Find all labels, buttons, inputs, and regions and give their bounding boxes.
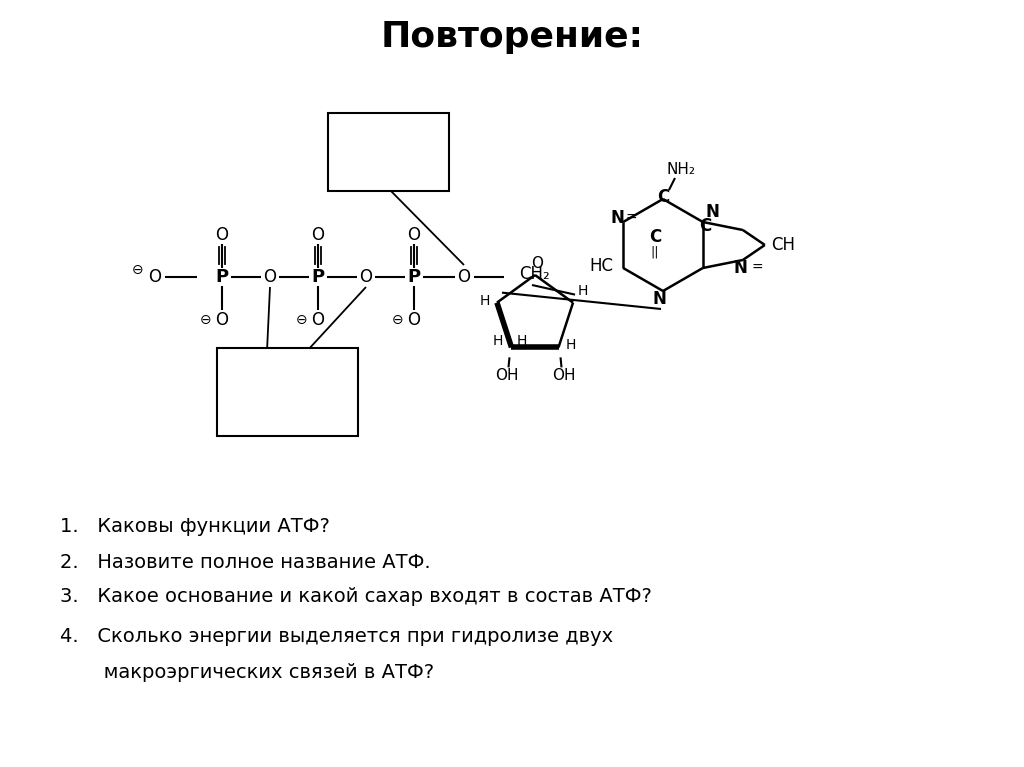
Text: 3.   Какое основание и какой сахар входят в состав АТФ?: 3. Какое основание и какой сахар входят … (60, 588, 652, 607)
Text: O: O (458, 268, 470, 286)
Text: ||: || (650, 245, 659, 258)
Text: O: O (359, 268, 373, 286)
Text: C: C (698, 217, 711, 235)
Text: NH₂: NH₂ (667, 162, 695, 176)
Text: N: N (734, 259, 748, 277)
Text: H: H (480, 294, 490, 308)
Text: H: H (516, 334, 526, 348)
Text: O: O (311, 226, 325, 244)
Text: O: O (531, 256, 543, 272)
Text: O: O (408, 226, 421, 244)
Text: O: O (215, 226, 228, 244)
Text: H: H (493, 334, 503, 348)
Text: ⊖: ⊖ (392, 313, 403, 327)
FancyBboxPatch shape (216, 348, 357, 436)
Text: =: = (751, 261, 763, 275)
Text: ⊖: ⊖ (200, 313, 212, 327)
Text: 1.   Каковы функции АТФ?: 1. Каковы функции АТФ? (60, 518, 330, 536)
Text: P: P (215, 268, 228, 286)
Text: C: C (656, 188, 669, 206)
Text: фосфо-
эфирная
связь: фосфо- эфирная связь (356, 129, 420, 175)
Text: O: O (263, 268, 276, 286)
Text: N: N (610, 209, 624, 227)
Text: N: N (652, 290, 666, 308)
Text: N: N (706, 203, 720, 221)
Text: ⊖: ⊖ (296, 313, 308, 327)
Text: 2.   Назовите полное название АТФ.: 2. Назовите полное название АТФ. (60, 552, 431, 571)
Text: =: = (626, 211, 637, 225)
Text: ⊖: ⊖ (132, 263, 143, 277)
FancyBboxPatch shape (328, 113, 449, 191)
Text: C: C (649, 228, 662, 246)
Text: Повторение:: Повторение: (381, 20, 643, 54)
Text: HC: HC (589, 257, 613, 275)
Text: H: H (565, 338, 575, 352)
Text: O: O (408, 311, 421, 329)
Text: макроэргических связей в АТФ?: макроэргических связей в АТФ? (60, 663, 434, 682)
Text: P: P (311, 268, 325, 286)
Text: CH₂: CH₂ (519, 265, 550, 283)
Text: 4.   Сколько энергии выделяется при гидролизе двух: 4. Сколько энергии выделяется при гидрол… (60, 627, 613, 647)
Text: O: O (311, 311, 325, 329)
Text: O: O (215, 311, 228, 329)
Text: OH: OH (495, 368, 518, 383)
Text: O: O (148, 268, 162, 286)
Text: CH: CH (771, 236, 795, 254)
Text: фосфо-
ангидридные
связи: фосфо- ангидридные связи (237, 369, 337, 415)
Text: H: H (578, 284, 588, 298)
Text: P: P (408, 268, 421, 286)
Text: OH: OH (552, 368, 575, 383)
